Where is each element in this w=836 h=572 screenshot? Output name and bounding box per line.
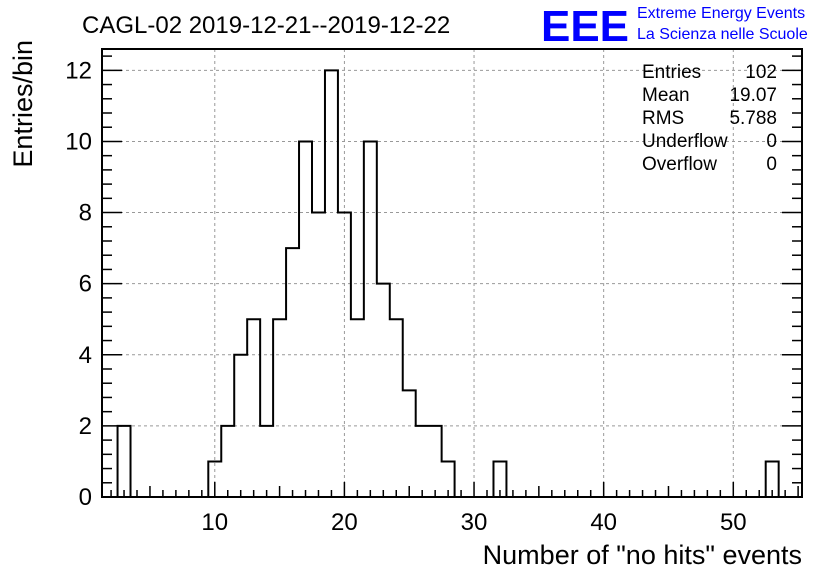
logo-line1: Extreme Energy Events [637, 5, 805, 22]
x-tick-label-10: 10 [201, 509, 228, 536]
histogram-bin-26 [416, 426, 429, 497]
histogram-bin-16 [286, 248, 299, 497]
stat-value-entries: 102 [745, 62, 777, 83]
histogram-outline [116, 69, 780, 497]
histogram-bin-24 [390, 319, 403, 497]
x-axis-label: Number of "no hits" events [483, 540, 802, 570]
stat-value-underflow: 0 [766, 131, 777, 152]
histogram-bin-23 [377, 284, 390, 497]
histogram-bin-14 [260, 426, 273, 497]
logo-letters: EEE [541, 2, 629, 51]
y-tick-label-12: 12 [65, 57, 92, 84]
stat-value-mean: 19.07 [729, 85, 777, 106]
histogram-bin-25 [403, 390, 416, 497]
histogram-bin-21 [351, 319, 364, 497]
stat-label-mean: Mean [642, 85, 690, 106]
y-tick-label-8: 8 [79, 200, 92, 227]
y-tick-label-4: 4 [79, 342, 92, 369]
histogram-bin-15 [273, 319, 286, 497]
histogram-bin-3 [118, 426, 131, 497]
histogram-bin-27 [429, 426, 442, 497]
histogram-bin-11 [221, 426, 234, 497]
stat-label-underflow: Underflow [642, 131, 728, 152]
y-tick-label-6: 6 [79, 271, 92, 298]
y-tick-label-10: 10 [65, 128, 92, 155]
stat-label-entries: Entries [642, 62, 701, 83]
x-tick-label-20: 20 [331, 509, 358, 536]
histogram-bin-17 [299, 141, 312, 497]
plot-frame [101, 48, 803, 498]
chart-title: CAGL-02 2019-12-21--2019-12-22 [82, 12, 450, 39]
histogram-bin-13 [247, 319, 260, 497]
stat-value-overflow: 0 [766, 154, 777, 175]
x-tick-label-30: 30 [461, 509, 488, 536]
tick-labels: 10 20 30 40 50 0 2 4 6 8 10 12 [65, 57, 746, 536]
stat-label-rms: RMS [642, 108, 684, 129]
y-tick-label-2: 2 [79, 413, 92, 440]
axis-ticks [102, 55, 802, 498]
stat-value-rms: 5.788 [729, 108, 777, 129]
y-axis-label: Entries/bin [8, 40, 38, 168]
logo-line2: La Scienza nelle Scuole [637, 26, 808, 43]
y-tick-label-0: 0 [79, 484, 92, 511]
grid-lines [102, 49, 802, 497]
x-tick-label-50: 50 [720, 509, 747, 536]
histogram-bin-22 [364, 141, 377, 497]
stat-label-overflow: Overflow [642, 154, 717, 175]
x-tick-label-40: 40 [590, 509, 617, 536]
eee-logo: EEE Extreme Energy Events La Scienza nel… [541, 2, 808, 51]
